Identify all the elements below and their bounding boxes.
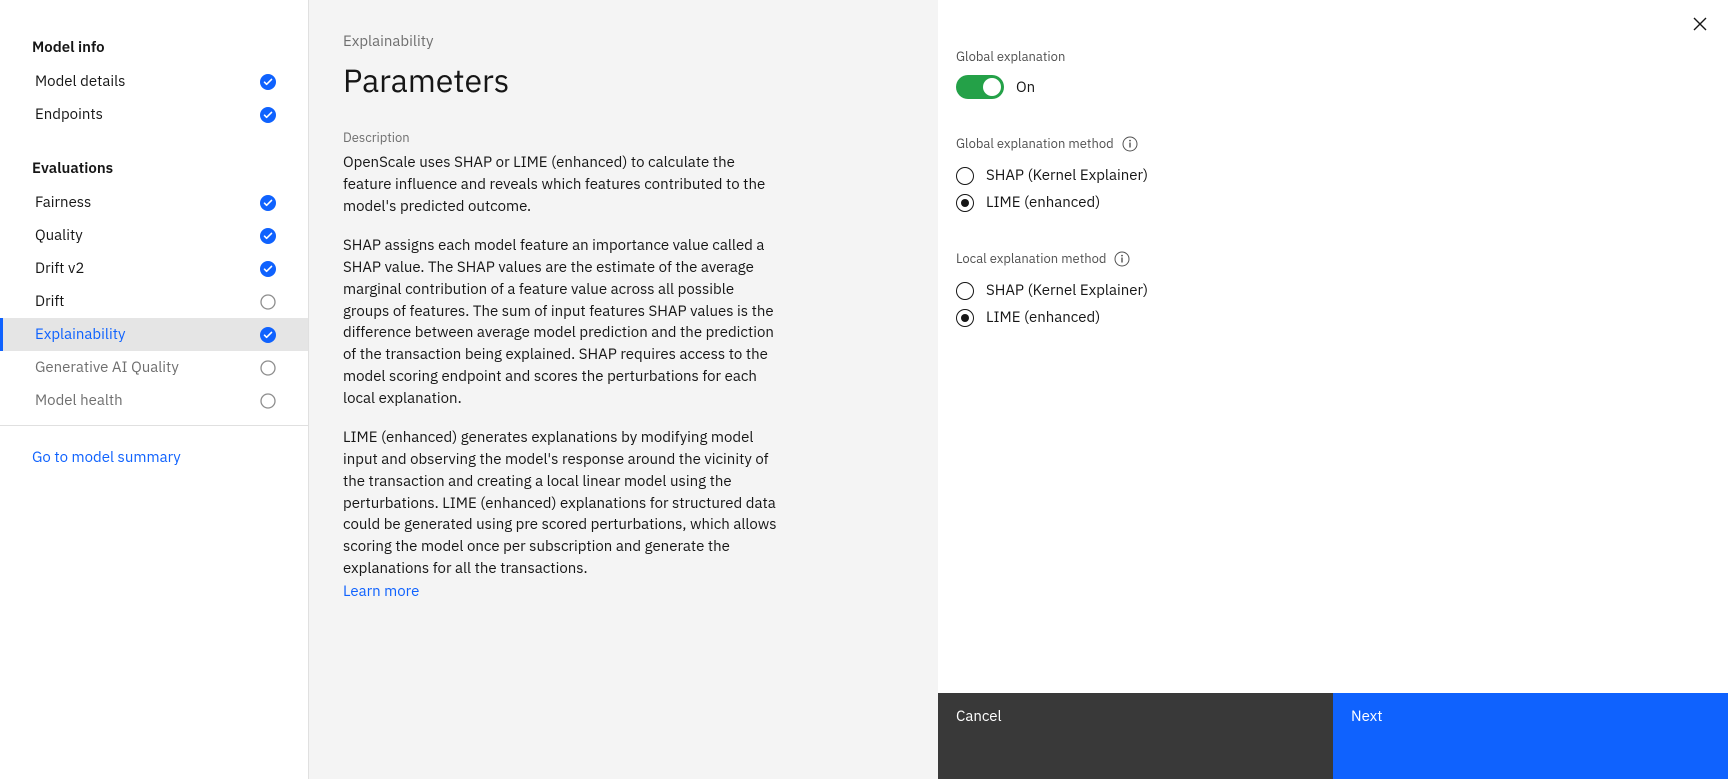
- local-method-radio-group: SHAP (Kernel Explainer) LIME (enhanced): [956, 277, 1710, 331]
- global-method-label-text: Global explanation method: [956, 135, 1114, 152]
- global-explanation-label: Global explanation: [956, 48, 1710, 65]
- nav-item-gen-ai-quality[interactable]: Generative AI Quality: [0, 351, 308, 384]
- open-circle-icon: [260, 294, 276, 310]
- form-body: Global explanation On Global explanation…: [938, 0, 1728, 693]
- check-circle-icon: [260, 74, 276, 90]
- radio-icon: [956, 194, 974, 212]
- toggle-knob: [983, 78, 1001, 96]
- radio-label: SHAP (Kernel Explainer): [986, 166, 1148, 185]
- local-method-label: Local explanation method: [956, 250, 1710, 267]
- global-method-label: Global explanation method: [956, 135, 1710, 152]
- local-method-shap-radio[interactable]: SHAP (Kernel Explainer): [956, 277, 1710, 304]
- check-circle-icon: [260, 327, 276, 343]
- nav-item-label: Generative AI Quality: [35, 358, 179, 377]
- open-circle-icon: [260, 393, 276, 409]
- radio-icon: [956, 167, 974, 185]
- close-button[interactable]: [1688, 12, 1712, 36]
- radio-icon: [956, 282, 974, 300]
- nav-item-model-health[interactable]: Model health: [0, 384, 308, 417]
- description-paragraph: SHAP assigns each model feature an impor…: [343, 235, 783, 409]
- next-button[interactable]: Next: [1333, 693, 1728, 779]
- nav-section-evaluations: Evaluations: [0, 151, 308, 186]
- radio-label: LIME (enhanced): [986, 193, 1100, 212]
- check-circle-icon: [260, 261, 276, 277]
- check-circle-icon: [260, 228, 276, 244]
- radio-icon: [956, 309, 974, 327]
- local-method-lime-radio[interactable]: LIME (enhanced): [956, 304, 1710, 331]
- eyebrow: Explainability: [343, 32, 904, 51]
- description-body: OpenScale uses SHAP or LIME (enhanced) t…: [343, 152, 904, 601]
- description-label: Description: [343, 129, 904, 146]
- cancel-button[interactable]: Cancel: [938, 693, 1333, 779]
- open-circle-icon: [260, 360, 276, 376]
- nav-item-drift[interactable]: Drift: [0, 285, 308, 318]
- local-method-label-text: Local explanation method: [956, 250, 1106, 267]
- info-icon[interactable]: [1114, 251, 1130, 267]
- check-circle-icon: [260, 195, 276, 211]
- sidebar-nav: Model info Model details Endpoints Evalu…: [0, 0, 308, 426]
- nav-item-label: Explainability: [35, 325, 125, 344]
- radio-label: LIME (enhanced): [986, 308, 1100, 327]
- info-icon[interactable]: [1122, 136, 1138, 152]
- nav-item-explainability[interactable]: Explainability: [0, 318, 308, 351]
- nav-item-fairness[interactable]: Fairness: [0, 186, 308, 219]
- page-title: Parameters: [343, 59, 904, 101]
- nav-item-model-details[interactable]: Model details: [0, 65, 308, 98]
- go-to-model-summary-link[interactable]: Go to model summary: [0, 426, 308, 489]
- nav-item-quality[interactable]: Quality: [0, 219, 308, 252]
- nav-item-drift-v2[interactable]: Drift v2: [0, 252, 308, 285]
- footer-buttons: Cancel Next: [938, 693, 1728, 779]
- sidebar: Model info Model details Endpoints Evalu…: [0, 0, 309, 779]
- nav-item-endpoints[interactable]: Endpoints: [0, 98, 308, 131]
- nav-item-label: Fairness: [35, 193, 91, 212]
- global-method-radio-group: SHAP (Kernel Explainer) LIME (enhanced): [956, 162, 1710, 216]
- global-explanation-toggle[interactable]: [956, 75, 1004, 99]
- nav-item-label: Model health: [35, 391, 123, 410]
- description-paragraph: LIME (enhanced) generates explanations b…: [343, 427, 783, 579]
- nav-section-model-info: Model info: [0, 30, 308, 65]
- global-explanation-toggle-row: On: [956, 75, 1710, 99]
- description-panel: Explainability Parameters Description Op…: [309, 0, 938, 779]
- global-method-shap-radio[interactable]: SHAP (Kernel Explainer): [956, 162, 1710, 189]
- description-paragraph: OpenScale uses SHAP or LIME (enhanced) t…: [343, 152, 783, 217]
- learn-more-link[interactable]: Learn more: [343, 582, 904, 601]
- nav-item-label: Drift v2: [35, 259, 84, 278]
- global-method-lime-radio[interactable]: LIME (enhanced): [956, 189, 1710, 216]
- close-icon: [1692, 16, 1708, 32]
- nav-item-label: Drift: [35, 292, 64, 311]
- toggle-state-label: On: [1016, 78, 1035, 97]
- nav-item-label: Quality: [35, 226, 83, 245]
- nav-item-label: Model details: [35, 72, 125, 91]
- radio-label: SHAP (Kernel Explainer): [986, 281, 1148, 300]
- nav-item-label: Endpoints: [35, 105, 103, 124]
- form-panel: Global explanation On Global explanation…: [938, 0, 1728, 779]
- check-circle-icon: [260, 107, 276, 123]
